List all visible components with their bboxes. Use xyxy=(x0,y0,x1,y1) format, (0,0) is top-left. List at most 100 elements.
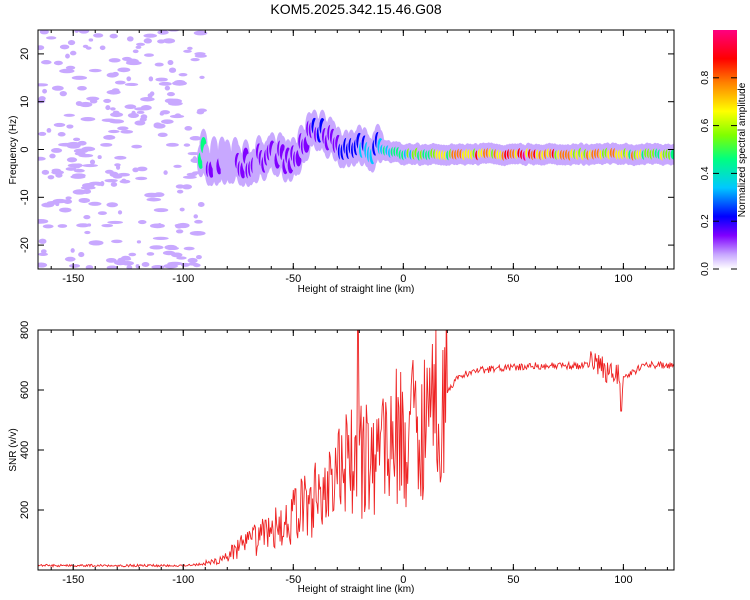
spectrogram-noise-blob xyxy=(47,175,55,180)
spectrogram-noise-blob xyxy=(164,98,177,104)
spectrogram-noise-blob xyxy=(58,142,74,147)
colorbar-tick-label: 0.6 xyxy=(700,118,711,132)
spectrogram-noise-blob xyxy=(52,198,68,204)
spectrogram-noise-blob xyxy=(82,163,98,168)
spectrogram-noise-blob xyxy=(88,201,102,206)
spectrogram-noise-blob xyxy=(135,264,140,269)
snr-ylabel: SNR (v/v) xyxy=(8,428,19,471)
spectrogram-noise-blob xyxy=(131,144,143,149)
spectrogram-noise-blob xyxy=(175,229,184,234)
spectrogram-noise-blob xyxy=(70,248,75,253)
spectrogram-noise-blob xyxy=(89,99,98,104)
spectrogram-noise-blob xyxy=(126,76,132,82)
spectrogram-noise-blob xyxy=(195,254,202,260)
spectrogram-noise-blob xyxy=(53,122,66,127)
spectrogram-noise-blob xyxy=(140,96,155,102)
spectrogram-noise-blob xyxy=(111,239,123,244)
spectrogram-noise-blob xyxy=(89,159,96,165)
spectrogram-noise-blob xyxy=(84,230,91,235)
x-tick-label: -50 xyxy=(285,273,301,285)
spectrogram-noise-blob xyxy=(103,98,112,103)
spectrogram-noise-blob xyxy=(174,223,188,227)
spectrogram-noise-blob xyxy=(126,58,139,64)
spectrogram-noise-blob xyxy=(99,45,106,51)
spectrogram-noise-blob xyxy=(103,135,116,140)
spectrogram-noise-blob xyxy=(40,60,52,65)
spectrogram-noise-blob xyxy=(143,38,152,44)
spectrogram-noise-blob xyxy=(57,132,66,137)
figure-title: KOM5.2025.342.15.46.G08 xyxy=(270,1,441,17)
spectrogram-noise-blob xyxy=(181,184,193,190)
y-tick-label: 400 xyxy=(19,441,31,459)
spectrogram-noise-blob xyxy=(66,124,74,129)
spectrogram-noise-blob xyxy=(63,113,75,117)
spectrogram-noise-blob xyxy=(152,236,169,241)
spectrogram-noise-blob xyxy=(162,38,176,44)
spectrogram-noise-blob xyxy=(74,151,86,156)
spectrogram-noise-blob xyxy=(88,240,104,246)
spectrogram-noise-blob xyxy=(79,101,93,108)
spectrogram-noise-blob xyxy=(194,219,203,224)
y-tick-label: -10 xyxy=(19,189,31,205)
spectrogram-noise-blob xyxy=(141,262,150,267)
spectrogram-noise-blob xyxy=(120,257,132,261)
spectrogram-noise-blob xyxy=(38,45,45,51)
spectrogram-noise-blob xyxy=(159,112,165,116)
spectrogram-noise-blob xyxy=(149,91,155,97)
spectrogram-noise-blob xyxy=(51,168,62,173)
spectrogram-noise-blob xyxy=(67,163,83,168)
spectrogram-noise-blob xyxy=(69,263,81,268)
spectrogram-noise-blob xyxy=(77,86,87,91)
y-tick-label: 20 xyxy=(19,48,31,60)
spectrogram-noise-blob xyxy=(113,259,127,266)
spectrogram-noise-blob xyxy=(168,67,177,73)
spectrogram-noise-blob xyxy=(65,65,76,70)
x-tick-label: 100 xyxy=(614,273,632,285)
spectrogram-noise-blob xyxy=(190,57,200,62)
spectrogram-noise-blob xyxy=(135,176,148,181)
spectrogram-noise-blob xyxy=(172,80,187,86)
spectrogram-noise-blob xyxy=(57,224,68,228)
spectrogram-xlabel: Height of straight line (km) xyxy=(298,284,415,295)
spectrogram-noise-blob xyxy=(163,170,168,175)
spectrogram-noise-blob xyxy=(135,45,142,49)
spectrogram-noise-blob xyxy=(40,249,47,254)
spectrogram-noise-blob xyxy=(108,129,120,134)
spectrogram-noise-blob xyxy=(176,189,184,194)
x-tick-label: -50 xyxy=(285,574,301,586)
spectrogram-noise-blob xyxy=(196,110,205,115)
spectrogram-noise-blob xyxy=(193,214,199,219)
colorbar-ticks: 0.0 0.2 0.4 0.6 0.8 xyxy=(700,70,737,276)
spectrogram-noise-blob xyxy=(41,169,50,175)
spectrogram-noise-blob xyxy=(38,131,47,136)
spectrogram-noise-blob xyxy=(101,118,117,122)
spectrogram-noise-blob xyxy=(41,202,55,208)
colorbar-label: Normalized spectral amplitude xyxy=(737,82,748,217)
colorbar-tick-label: 0.0 xyxy=(700,262,711,276)
spectrogram-noise-blob xyxy=(199,75,205,80)
spectrogram-noise-blob xyxy=(174,113,182,118)
spectrogram-noise-blob xyxy=(65,196,72,200)
spectrogram-noise-blob xyxy=(134,120,146,126)
colorbar: 0.0 0.2 0.4 0.6 0.8 Normalized spectral ampl… xyxy=(700,30,748,276)
spectrogram-noise-blob xyxy=(189,230,206,236)
spectrogram-noise-blob xyxy=(38,156,46,161)
spectrogram-noise-blob xyxy=(184,126,193,131)
spectrogram-noise-blob xyxy=(161,119,174,124)
spectrogram-noise-blob xyxy=(136,240,142,244)
spectrogram-noise-blob xyxy=(85,265,94,269)
spectrogram-noise-blob xyxy=(117,126,129,131)
snr-panel: -150 -100 -50 0 50 100 200 400 600 800 Height of … xyxy=(8,321,675,595)
spectrogram-noise-blob xyxy=(148,76,154,82)
spectrogram-noise-blob xyxy=(114,155,127,160)
spectrogram-noise-blob xyxy=(110,107,116,111)
spectrogram-noise-blob xyxy=(178,72,188,77)
spectrogram-noise-blob xyxy=(143,53,155,57)
spectrogram-noise-blob xyxy=(72,137,81,142)
spectrogram-noise-blob xyxy=(165,246,179,251)
spectrogram-noise-blob xyxy=(183,246,195,251)
spectrogram-noise-blob xyxy=(149,245,164,250)
spectrogram-noise-blob xyxy=(106,202,119,208)
